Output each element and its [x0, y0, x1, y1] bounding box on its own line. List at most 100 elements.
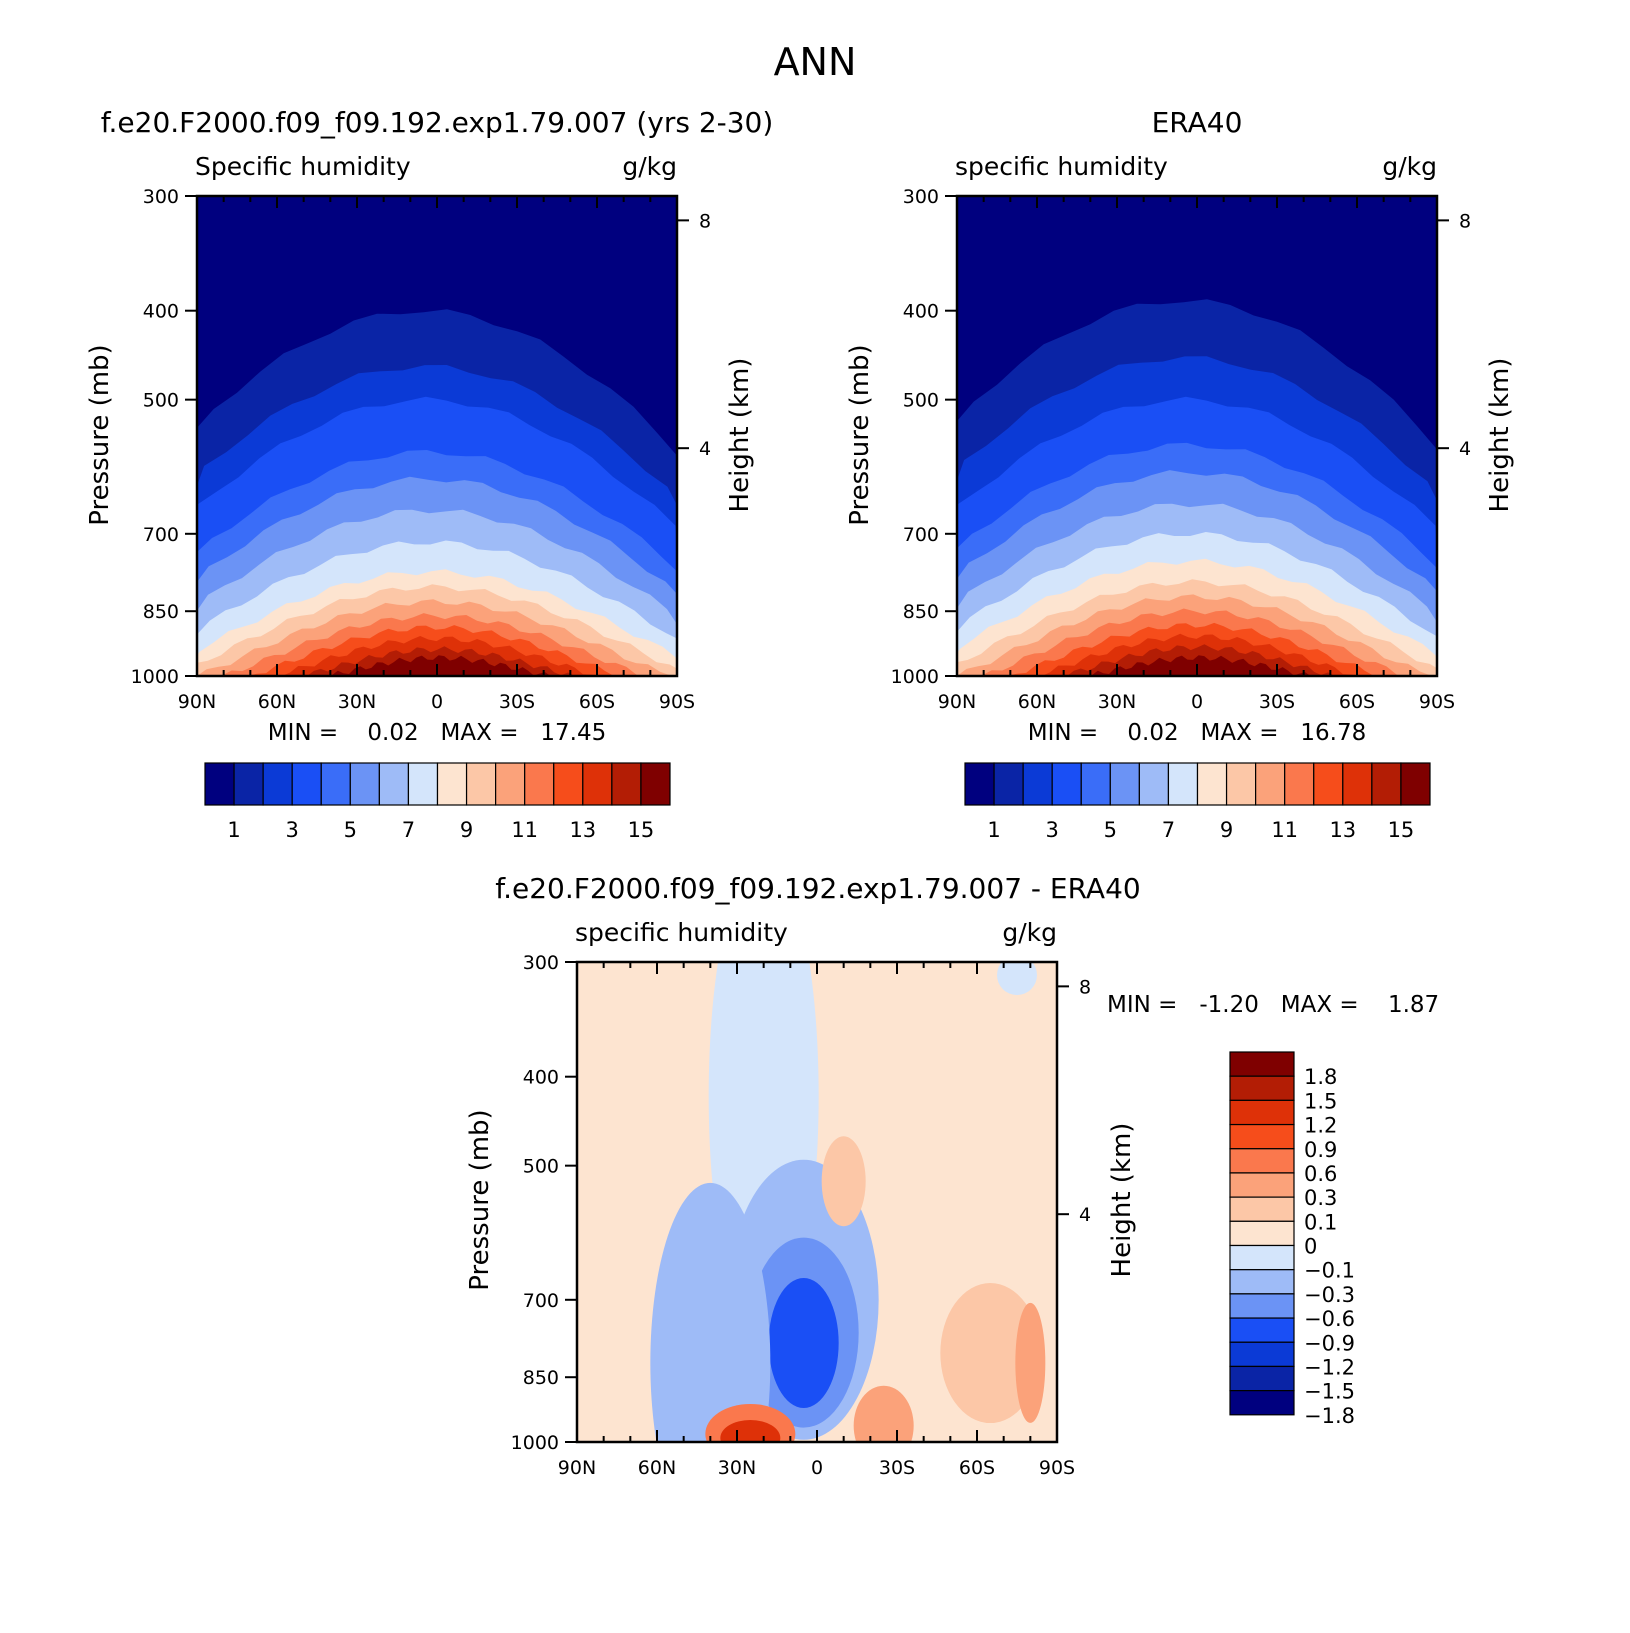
x-tick-label: 90N [938, 691, 976, 713]
colorbar-label: 11 [511, 818, 538, 842]
colorbar-label: 0 [1304, 1235, 1317, 1259]
colorbar-label: 1 [987, 818, 1000, 842]
colorbar-swatch [1225, 762, 1257, 806]
x-tick-label: 0 [431, 691, 443, 713]
colorbar: 1 3 5 7 9 11 13 15 [204, 762, 671, 842]
left-label: Specific humidity [195, 152, 411, 181]
x-tick-label: 30S [879, 1457, 915, 1479]
y-tick-label: 300 [903, 186, 939, 208]
y-tick-label: 400 [143, 301, 179, 323]
colorbar-swatch [262, 762, 293, 806]
y-tick-label: 400 [903, 301, 939, 323]
min-max-text: MIN = -1.20 MAX = 1.87 [1107, 992, 1439, 1018]
colorbar-swatch [1051, 762, 1082, 806]
contour-fill [326, 655, 551, 676]
colorbar-swatch [1229, 1196, 1295, 1222]
colorbar-label: 1.8 [1304, 1065, 1337, 1089]
colorbar-swatch [1229, 1269, 1295, 1295]
contour-fill [1015, 1302, 1046, 1423]
y-axis-label: Pressure (mb) [465, 1109, 495, 1290]
colorbar-label: 3 [1046, 818, 1059, 842]
colorbar-label: −1.5 [1304, 1380, 1355, 1404]
colorbar-label: 7 [1162, 818, 1175, 842]
colorbar-swatch [1284, 762, 1315, 806]
x-tick-label: 90N [178, 691, 216, 713]
colorbar-swatch [1109, 762, 1140, 806]
colorbar-swatch [1022, 762, 1053, 806]
colorbar-swatch [640, 762, 671, 806]
y2-axis-label: Height (km) [1485, 358, 1515, 513]
units-label: g/kg [1382, 152, 1437, 181]
x-tick-label: 90S [1039, 1457, 1075, 1479]
y-tick-label: 1000 [131, 666, 179, 688]
colorbar-swatch [1313, 762, 1344, 806]
y-tick-label: 850 [143, 601, 179, 623]
colorbar-label: 3 [286, 818, 299, 842]
panel-title: ERA40 [1152, 106, 1243, 139]
colorbar-swatch [524, 762, 555, 806]
contour-plot: 90N 60N 30N 0 30S 60S 90S 300 400 500 700 850 1000 8 4 [131, 186, 711, 713]
x-tick-label: 60N [638, 1457, 676, 1479]
x-tick-label: 60S [579, 691, 615, 713]
colorbar-swatch [993, 762, 1024, 806]
colorbar-label: 13 [1329, 818, 1356, 842]
contour-fill [720, 1419, 781, 1442]
colorbar-swatch [1229, 1172, 1295, 1198]
colorbar-swatch [1229, 1341, 1295, 1368]
colorbar-swatch [1138, 762, 1170, 806]
y-axis-label: Pressure (mb) [85, 344, 115, 525]
contour-fill [650, 1182, 771, 1442]
left-label: specific humidity [955, 152, 1168, 181]
y-tick-label: 500 [903, 390, 939, 412]
colorbar-swatch [1229, 1220, 1295, 1247]
colorbar-swatch [349, 762, 380, 806]
panel-era40: ERA40 specific humidity g/kg 90N 60N 30N 0 3… [845, 106, 1515, 842]
colorbar-swatch [204, 762, 235, 806]
colorbar: 1 3 5 7 9 11 13 15 [964, 762, 1431, 842]
left-label: specific humidity [575, 918, 788, 947]
colorbar-swatch [378, 762, 410, 806]
colorbar-swatch [1229, 1075, 1295, 1101]
colorbar-label: 15 [1388, 818, 1415, 842]
colorbar-label: 9 [1220, 818, 1233, 842]
colorbar-label: −1.2 [1304, 1355, 1355, 1379]
colorbar-swatch [1196, 762, 1228, 806]
contour-fill [821, 1136, 866, 1227]
units-label: g/kg [622, 152, 677, 181]
colorbar-swatch [1400, 762, 1431, 806]
colorbar: 1.81.51.20.90.60.30.10−0.1−0.3−0.6−0.9−1… [1229, 1051, 1355, 1428]
colorbar-label: −0.3 [1304, 1283, 1355, 1307]
contour-plot: 90N 60N 30N 0 30S 60S 90S 300 400 500 700 850 1000 8 4 [891, 186, 1471, 713]
colorbar-swatch [465, 762, 497, 806]
x-tick-label: 30N [718, 1457, 756, 1479]
y2-tick-label: 8 [1459, 210, 1471, 232]
y-tick-label: 500 [143, 390, 179, 412]
colorbar-swatch [1229, 1293, 1295, 1319]
colorbar-swatch [1229, 1390, 1295, 1416]
contour-layer [577, 962, 1057, 1442]
colorbar-label: 0.9 [1304, 1138, 1337, 1162]
x-tick-label: 60N [1018, 691, 1056, 713]
contour-fill [997, 962, 1037, 996]
colorbar-swatch [1229, 1317, 1295, 1343]
x-tick-label: 90N [558, 1457, 596, 1479]
contour-fill [940, 1283, 1041, 1424]
y2-tick-label: 4 [1459, 438, 1471, 460]
y2-tick-label: 4 [699, 438, 711, 460]
contour-plot: 90N 60N 30N 0 30S 60S 90S 300 400 500 700 850 1000 8 4 [511, 952, 1091, 1479]
colorbar-swatch [1255, 762, 1286, 806]
colorbar-label: 9 [460, 818, 473, 842]
colorbar-label: 1.5 [1304, 1089, 1337, 1113]
y-tick-label: 700 [903, 524, 939, 546]
colorbar-swatch [1229, 1244, 1295, 1271]
y-tick-label: 700 [523, 1290, 559, 1312]
colorbar-swatch [1229, 1148, 1295, 1174]
y-tick-label: 300 [523, 952, 559, 974]
x-tick-label: 60N [258, 691, 296, 713]
x-tick-label: 0 [1191, 691, 1203, 713]
contour-layer [957, 196, 1437, 676]
y2-axis-label: Height (km) [1107, 1123, 1137, 1278]
min-max-text: MIN = 0.02 MAX = 16.78 [1028, 720, 1367, 746]
colorbar-label: 0.6 [1304, 1162, 1337, 1186]
